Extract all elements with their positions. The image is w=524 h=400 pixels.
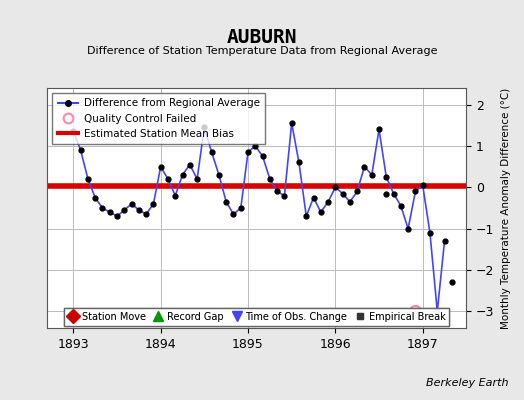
Legend: Station Move, Record Gap, Time of Obs. Change, Empirical Break: Station Move, Record Gap, Time of Obs. C… xyxy=(64,308,449,326)
Text: Berkeley Earth: Berkeley Earth xyxy=(426,378,508,388)
Y-axis label: Monthly Temperature Anomaly Difference (°C): Monthly Temperature Anomaly Difference (… xyxy=(501,87,511,329)
Text: Difference of Station Temperature Data from Regional Average: Difference of Station Temperature Data f… xyxy=(87,46,437,56)
Text: AUBURN: AUBURN xyxy=(227,28,297,47)
